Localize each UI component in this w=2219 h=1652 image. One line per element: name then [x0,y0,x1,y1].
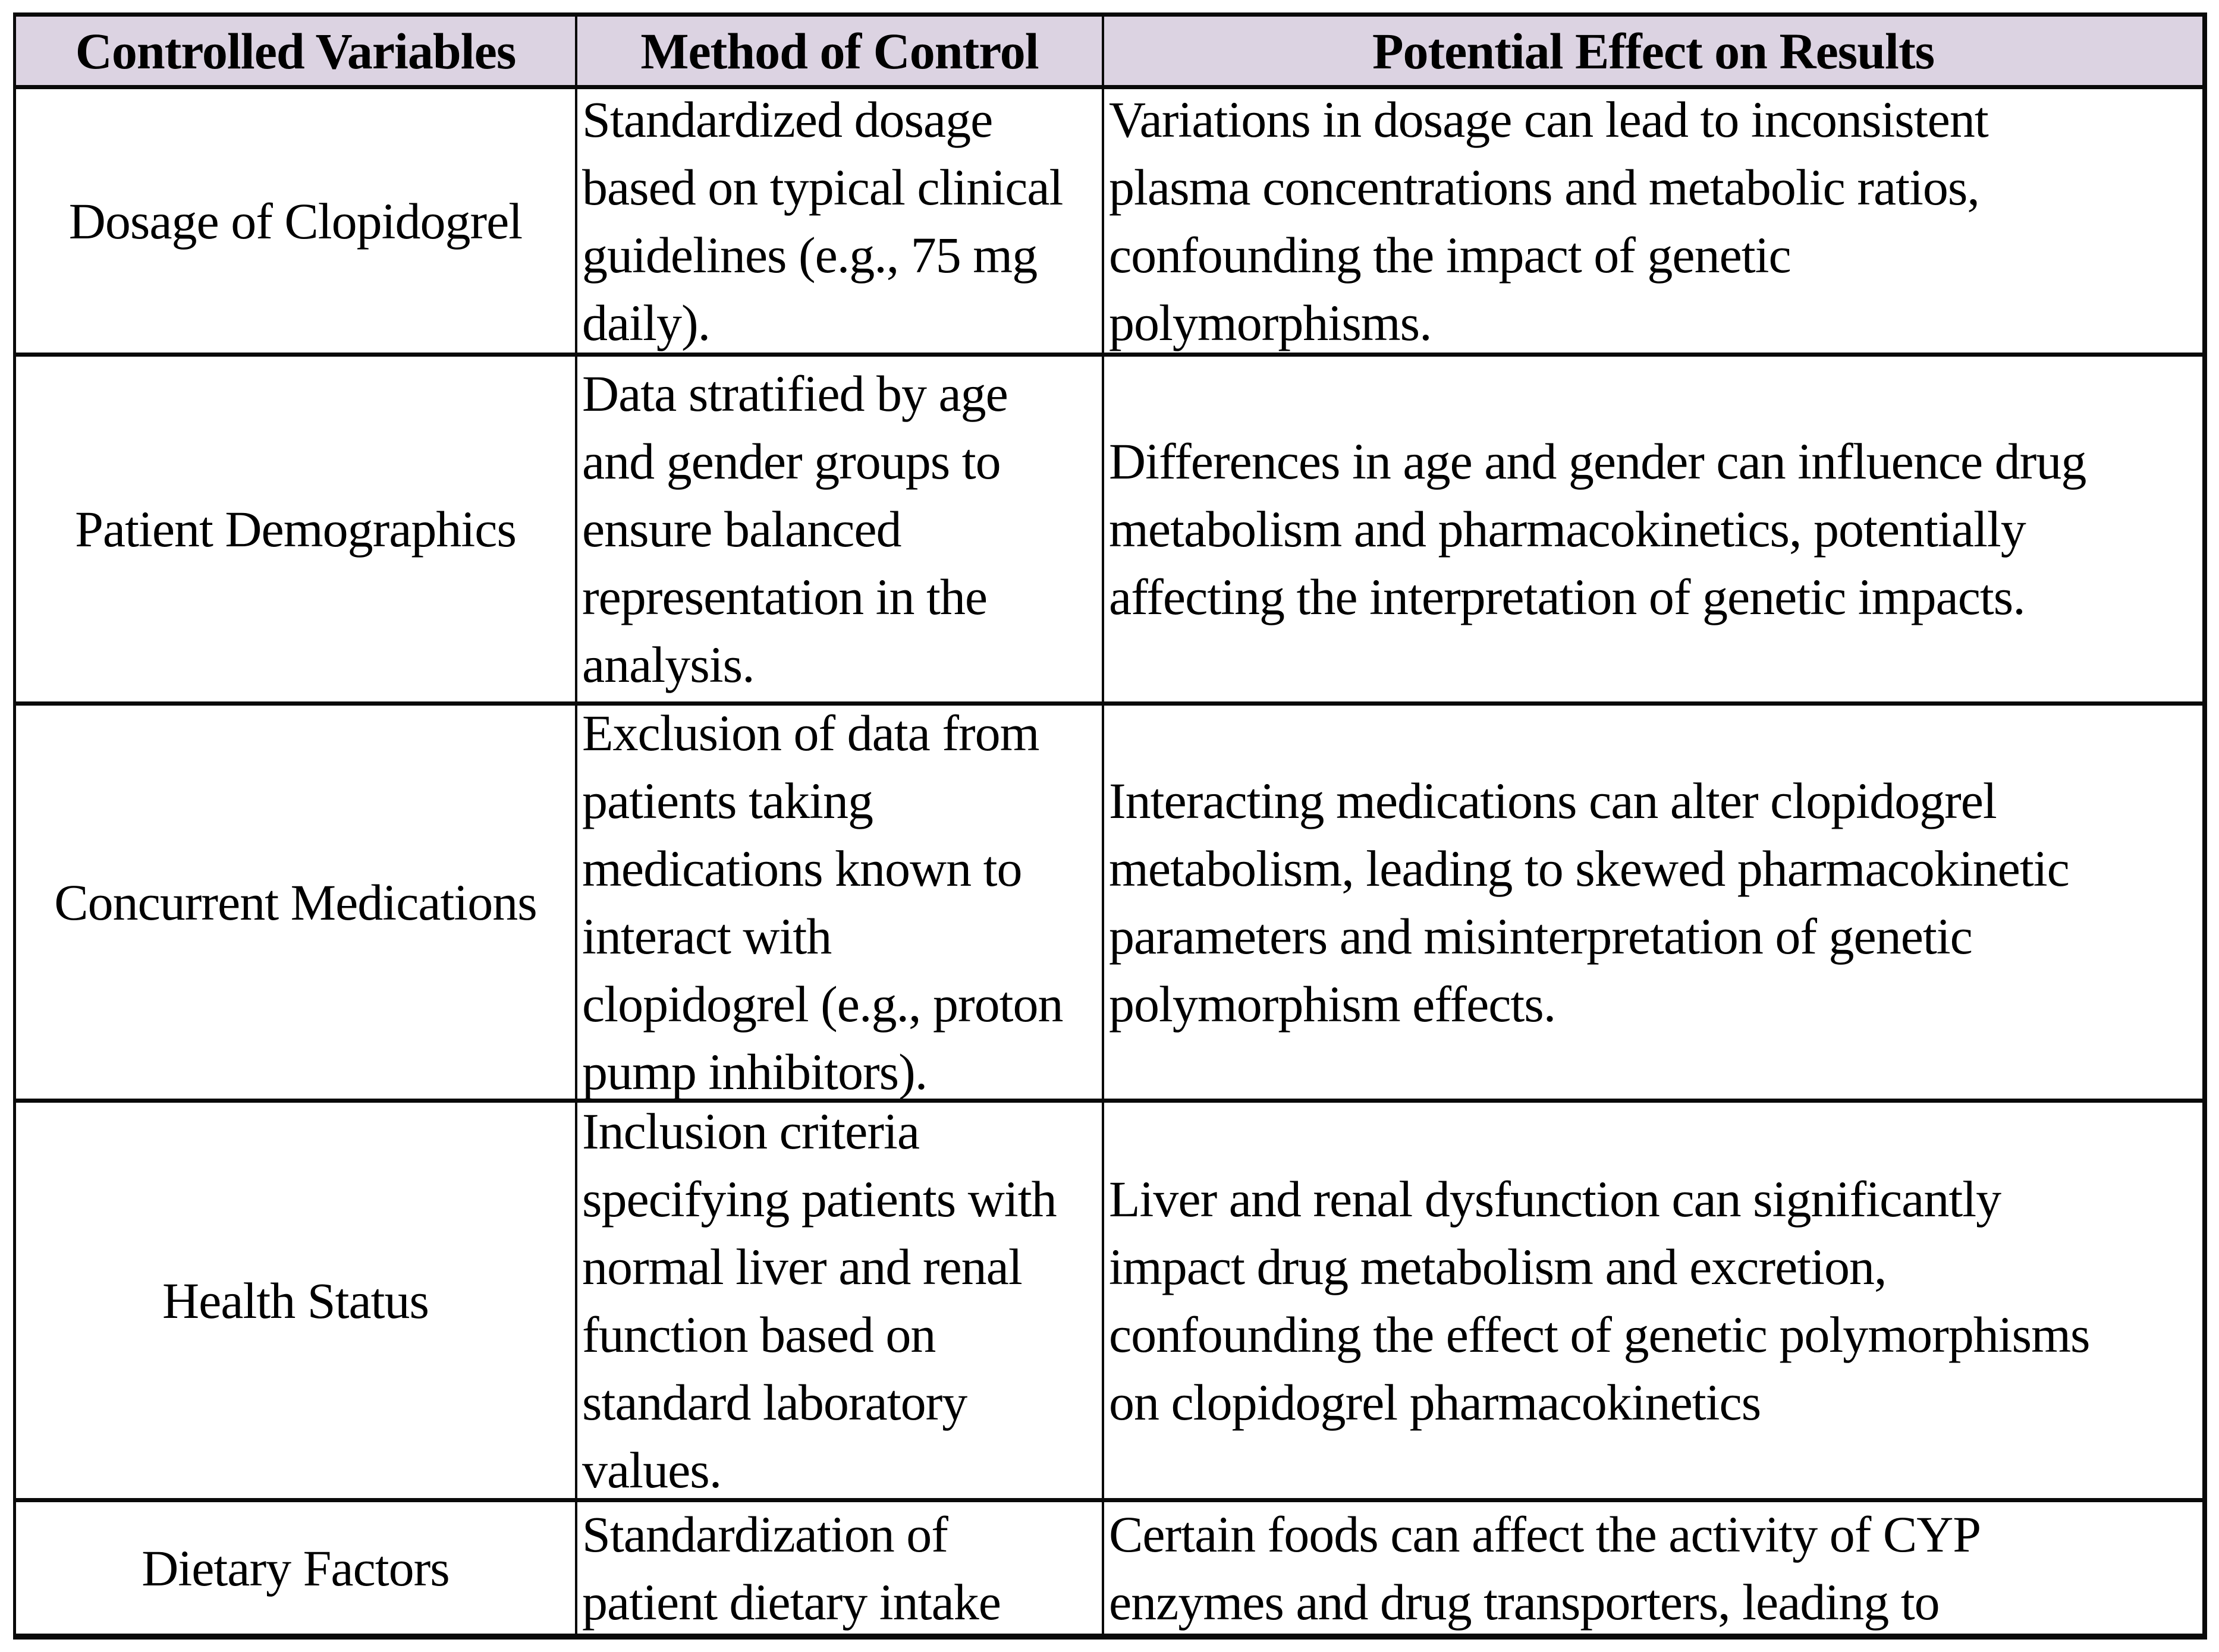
cell-method: Standardized dosage based on typical cli… [577,89,1104,357]
cell-variable: Dosage of Clopidogrel [16,89,577,357]
column-header-method-of-control: Method of Control [577,17,1104,89]
cell-method: Exclusion of data from patients taking m… [577,706,1104,1103]
controlled-variables-table: Controlled Variables Method of Control P… [13,12,2207,1640]
cell-effect: Variations in dosage can lead to inconsi… [1104,89,2202,357]
cell-effect: Interacting medications can alter clopid… [1104,706,2202,1103]
column-header-controlled-variables: Controlled Variables [16,17,577,89]
cell-effect: Certain foods can affect the activity of… [1109,1505,1981,1631]
table-grid: Controlled Variables Method of Control P… [16,17,2202,1634]
cell-effect: Differences in age and gender can influe… [1104,357,2202,706]
cell-variable: Dietary Factors [16,1502,577,1634]
cell-method: Inclusion criteria specifying patients w… [577,1103,1104,1502]
cell-variable: Health Status [16,1103,577,1502]
cell-variable: Concurrent Medications [16,706,577,1103]
cell-effect: Liver and renal dysfunction can signific… [1104,1103,2202,1502]
column-header-potential-effect: Potential Effect on Results [1104,17,2202,89]
cell-method: Standardization of patient dietary intak… [577,1502,1104,1634]
cell-variable: Patient Demographics [16,357,577,706]
cell-method: Data stratified by age and gender groups… [577,357,1104,706]
